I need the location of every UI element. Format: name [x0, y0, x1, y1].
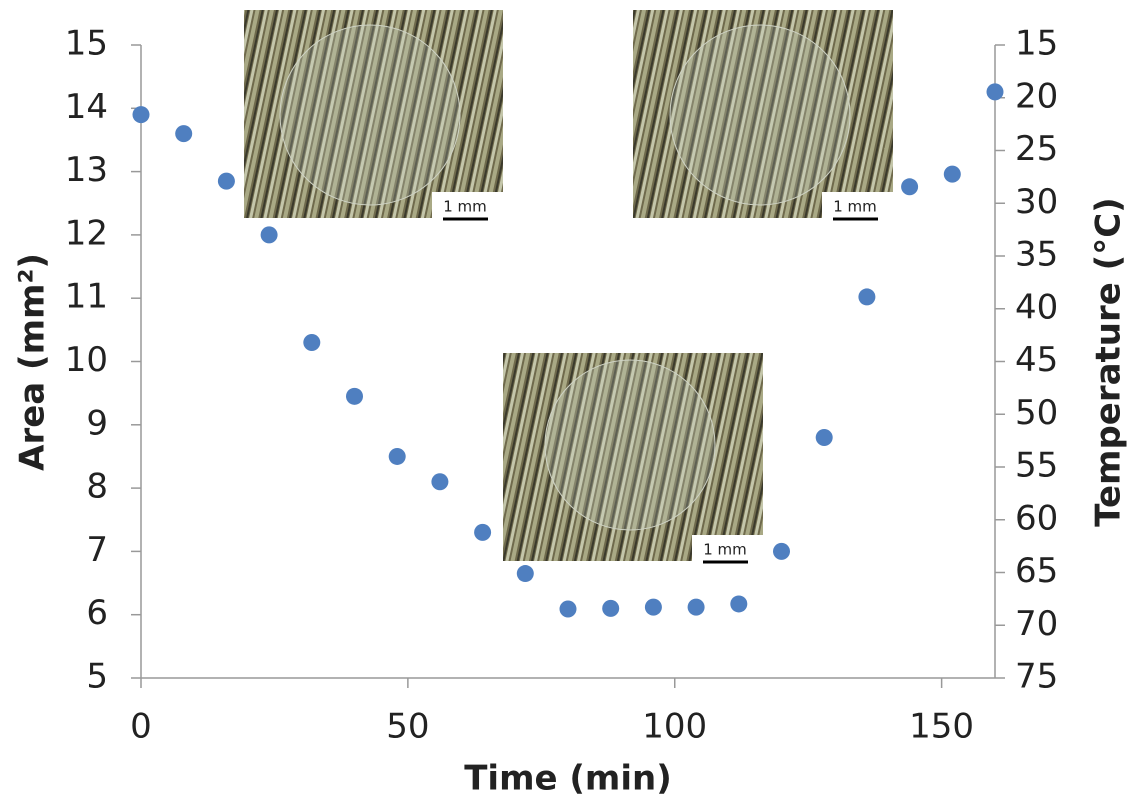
- data-point: [730, 595, 748, 613]
- y-tick-label: 14: [65, 87, 108, 127]
- data-point: [943, 165, 961, 183]
- data-point: [260, 226, 278, 244]
- y-tick-label: 10: [65, 340, 108, 380]
- data-point: [217, 172, 235, 190]
- x-tick-label: 100: [642, 707, 707, 747]
- y2-tick-label: 60: [1015, 498, 1058, 538]
- data-point: [858, 288, 876, 306]
- droplet: [279, 24, 461, 206]
- scale-box: [432, 192, 503, 218]
- y-tick-label: 13: [65, 150, 108, 190]
- y2-tick-label: 45: [1015, 340, 1058, 380]
- data-point: [474, 523, 492, 541]
- x-tick-label: 0: [130, 707, 152, 747]
- y2-tick-label: 75: [1015, 657, 1058, 697]
- y-tick-label: 15: [65, 24, 108, 64]
- droplet: [544, 359, 716, 531]
- y2-tick-label: 20: [1015, 76, 1058, 116]
- data-point: [431, 473, 449, 491]
- y2-tick-label: 30: [1015, 182, 1058, 222]
- y2-tick-label: 25: [1015, 129, 1058, 169]
- y-axis-title: Area (mm²): [13, 253, 53, 471]
- x-tick-label: 50: [386, 707, 429, 747]
- data-point: [303, 334, 321, 352]
- y2-tick-label: 50: [1015, 393, 1058, 433]
- data-point: [516, 565, 534, 583]
- y2-axis-title: Temperature (°C): [1089, 197, 1129, 526]
- scale-label: 1 mm: [443, 198, 487, 216]
- data-point: [132, 106, 150, 124]
- data-point: [388, 447, 406, 465]
- y-tick-label: 9: [86, 403, 108, 443]
- y-tick-label: 8: [86, 467, 108, 507]
- droplet: [669, 24, 851, 206]
- x-axis-title: Time (min): [464, 759, 672, 799]
- micrographs: [244, 10, 893, 561]
- y2-tick-label: 70: [1015, 604, 1058, 644]
- scale-box: [822, 192, 893, 218]
- y-tick-label: 5: [86, 657, 108, 697]
- y-tick-label: 6: [86, 593, 108, 633]
- y-tick-label: 7: [86, 530, 108, 570]
- data-point: [602, 599, 620, 617]
- data-point: [346, 387, 363, 405]
- data-point: [815, 428, 833, 446]
- y2-tick-label: 15: [1015, 24, 1058, 64]
- scale-label: 1 mm: [703, 541, 747, 559]
- y-tick-label: 11: [65, 277, 108, 317]
- x-tick-label: 150: [909, 707, 974, 747]
- y2-tick-label: 55: [1015, 446, 1058, 486]
- scale-label: 1 mm: [833, 198, 877, 216]
- data-point: [175, 125, 193, 143]
- data-point: [986, 83, 1004, 101]
- data-point: [644, 598, 662, 616]
- y2-tick-label: 65: [1015, 551, 1058, 591]
- y2-tick-label: 35: [1015, 235, 1058, 275]
- data-point: [901, 178, 919, 196]
- y-tick-label: 12: [65, 213, 108, 253]
- data-point: [559, 600, 577, 618]
- scale-box: [692, 535, 763, 561]
- y2-tick-label: 40: [1015, 287, 1058, 327]
- data-point: [773, 542, 790, 560]
- data-point: [687, 598, 705, 616]
